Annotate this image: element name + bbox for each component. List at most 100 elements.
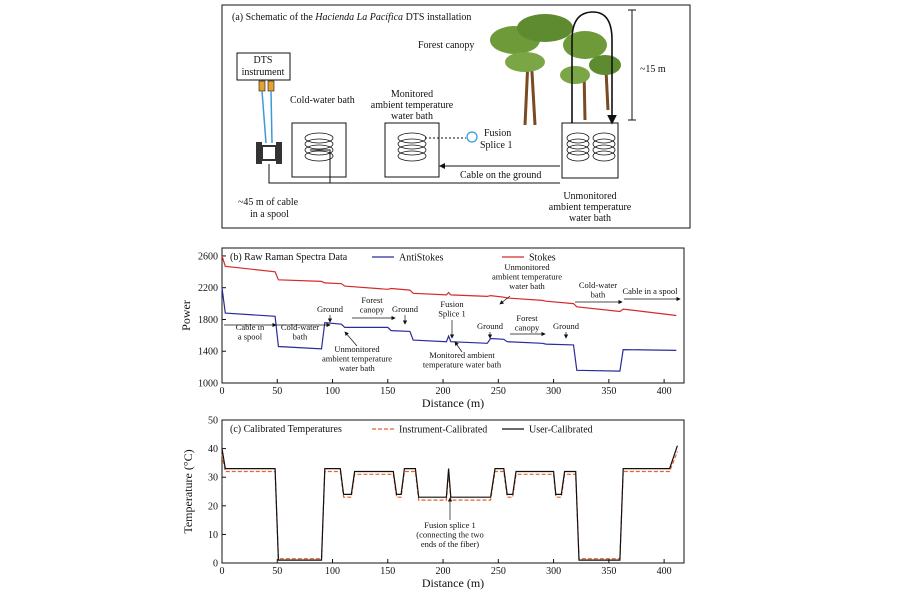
series-line xyxy=(221,287,677,372)
coil xyxy=(304,132,616,162)
plot-frame xyxy=(221,419,685,564)
y-tick-label: 1800 xyxy=(198,315,218,326)
x-tick-label: 50 xyxy=(272,566,282,577)
legend-label: Stokes xyxy=(529,253,556,264)
x-tick-label: 100 xyxy=(325,566,340,577)
dts-box xyxy=(236,52,291,81)
annotation: bath xyxy=(293,332,308,342)
height-bar xyxy=(628,9,636,121)
y-tick-label: 10 xyxy=(208,530,218,541)
y-tick-label: 0 xyxy=(213,559,218,570)
annotation: Forest xyxy=(361,295,383,305)
legend-label: Instrument-Calibrated xyxy=(399,425,487,436)
label: Splice 1 xyxy=(480,140,513,151)
x-tick-label: 50 xyxy=(272,386,282,397)
annotation: Ground xyxy=(477,321,504,331)
trees xyxy=(490,14,621,126)
annotation: Ground xyxy=(553,321,580,331)
x-axis-label: Distance (m) xyxy=(422,396,484,410)
label: Monitored xyxy=(391,89,433,100)
annotation: Ground xyxy=(392,304,419,314)
y-tick-label: 50 xyxy=(208,416,218,427)
fiber xyxy=(261,90,273,144)
series-line xyxy=(221,451,678,560)
y-tick-label: 30 xyxy=(208,473,218,484)
legend-label: User-Calibrated xyxy=(529,425,593,436)
splice xyxy=(466,131,478,143)
bath-box xyxy=(384,122,440,178)
annotation: canopy xyxy=(515,323,540,333)
y-tick-label: 2600 xyxy=(198,251,218,262)
annotation: Cold-water xyxy=(579,280,617,290)
x-tick-label: 150 xyxy=(380,566,395,577)
annotation: (connecting the two xyxy=(416,530,484,540)
title-part: Hacienda La Pacífica xyxy=(314,12,403,23)
annotation: ends of the fiber) xyxy=(421,539,479,549)
annotation: Fusion splice 1 xyxy=(424,520,475,530)
bath-box xyxy=(291,122,347,178)
x-tick-label: 0 xyxy=(220,566,225,577)
annotation: a spool xyxy=(238,332,263,342)
y-tick-label: 20 xyxy=(208,501,218,512)
annotation: Forest xyxy=(516,313,538,323)
annotation: Ground xyxy=(317,304,344,314)
x-tick-label: 400 xyxy=(657,566,672,577)
spool xyxy=(256,142,262,164)
x-tick-label: 400 xyxy=(657,386,672,397)
label: in a spool xyxy=(250,209,289,220)
label: Unmonitored xyxy=(563,191,616,202)
annotation: Fusion xyxy=(440,299,464,309)
y-axis-label: Power xyxy=(179,300,193,331)
label: DTS xyxy=(254,55,273,66)
y-axis-label: Temperature (°C) xyxy=(181,449,195,533)
annotation: water bath xyxy=(339,363,375,373)
cable xyxy=(268,149,560,184)
series-line xyxy=(221,445,678,561)
connector xyxy=(267,80,275,92)
label: ambient temperature xyxy=(371,100,454,111)
annotation: Monitored ambient xyxy=(429,350,495,360)
series-line xyxy=(221,255,677,317)
schematic-title: (a) Schematic of the Hacienda La Pacífic… xyxy=(232,12,471,23)
bath-box xyxy=(561,122,619,179)
connector xyxy=(258,80,266,92)
title-part: DTS installation xyxy=(403,12,471,23)
schematic: (a) Schematic of the Hacienda La Pacífic… xyxy=(221,4,691,229)
x-tick-label: 200 xyxy=(436,566,451,577)
annotation: Splice 1 xyxy=(438,309,466,319)
x-tick-label: 250 xyxy=(491,566,506,577)
x-tick-label: 0 xyxy=(220,386,225,397)
annotation-arrow xyxy=(344,331,358,347)
x-tick-label: 300 xyxy=(546,386,561,397)
annotation: ambient temperature xyxy=(492,272,562,282)
y-tick-label: 1000 xyxy=(198,379,218,390)
x-tick-label: 350 xyxy=(601,566,616,577)
label: water bath xyxy=(391,111,433,122)
annotation: canopy xyxy=(360,305,385,315)
plot-frame xyxy=(221,247,685,384)
annotation: bath xyxy=(591,290,606,300)
annotation: Unmonitored xyxy=(504,262,550,272)
legend-label: AntiStokes xyxy=(399,253,444,264)
x-tick-label: 200 xyxy=(436,386,451,397)
y-tick-label: 2200 xyxy=(198,283,218,294)
x-tick-label: 300 xyxy=(546,566,561,577)
annotation: Cable in xyxy=(236,322,265,332)
spool xyxy=(261,145,277,161)
label: Forest canopy xyxy=(418,40,474,51)
label: ~15 m xyxy=(640,64,666,75)
label: Cold-water bath xyxy=(290,95,355,106)
cable xyxy=(571,11,617,125)
label: Fusion xyxy=(484,128,511,139)
x-tick-label: 350 xyxy=(601,386,616,397)
annotation: Cold-water xyxy=(281,322,319,332)
panel-frame xyxy=(221,4,691,229)
chart-title: (c) Calibrated Temperatures xyxy=(230,424,342,435)
annotation: ambient temperature xyxy=(322,354,392,364)
chart-title: (b) Raw Raman Spectra Data xyxy=(230,252,348,263)
label: Cable on the ground xyxy=(460,170,541,181)
x-axis-label: Distance (m) xyxy=(422,576,484,590)
spool xyxy=(276,142,282,164)
y-tick-label: 1400 xyxy=(198,347,218,358)
